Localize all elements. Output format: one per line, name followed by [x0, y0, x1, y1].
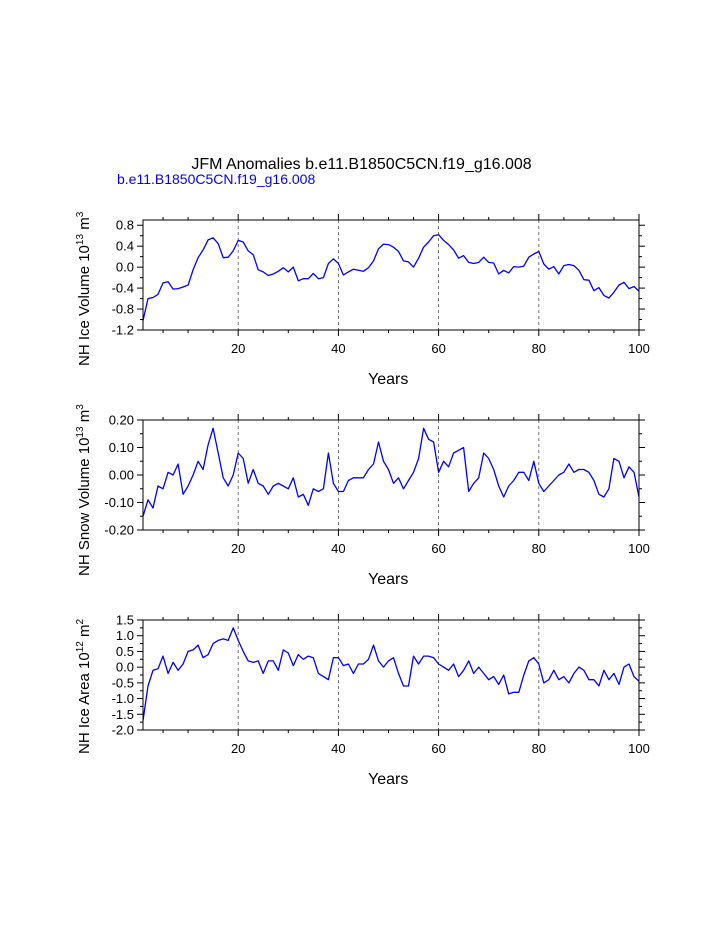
- ice-area-ytick-label: -1.5: [112, 707, 134, 722]
- xlabel-snow-volume: Years: [368, 571, 409, 588]
- ice-area-ytick-label: -1.0: [112, 691, 134, 706]
- figure-title: JFM Anomalies b.e11.B1850C5CN.f19_g16.00…: [191, 156, 532, 173]
- ice-area-ytick-label: -2.0: [112, 723, 134, 738]
- ice-area-ytick-label: -0.5: [112, 675, 134, 690]
- ice-volume-plot-frame: [142, 219, 640, 331]
- snow-volume-ytick-label: 0.20: [109, 413, 134, 428]
- ice-area-ytick-label: 0.0: [116, 660, 134, 675]
- snow-volume-xtick-label: 60: [431, 541, 445, 556]
- ice-volume-ytick-label: 0.4: [116, 239, 134, 254]
- ice-volume-ytick-label: -1.2: [112, 323, 134, 338]
- ice-area-xtick-label: 100: [628, 741, 650, 756]
- ice-area-xtick-label: 60: [431, 741, 445, 756]
- ice-volume-xtick-label: 20: [231, 341, 245, 356]
- ice-area-xtick-label: 20: [231, 741, 245, 756]
- ice-area-series-line: [142, 627, 640, 721]
- ice-area-ytick-label: 0.5: [116, 644, 134, 659]
- ice-volume-series-line: [142, 234, 640, 321]
- ice-area-xtick-label: 80: [532, 741, 546, 756]
- ylabel-ice-volume: NH Ice Volume 1013 m3: [75, 211, 93, 366]
- ice-area-plot-frame: [142, 619, 640, 731]
- ice-volume-ytick-label: 0.8: [116, 218, 134, 233]
- ice-volume-xtick-label: 40: [331, 341, 345, 356]
- ice-area-ytick-label: 1.0: [116, 628, 134, 643]
- snow-volume-ytick-label: -0.10: [104, 495, 134, 510]
- snow-volume-xtick-label: 40: [331, 541, 345, 556]
- ice-volume-xtick-label: 60: [431, 341, 445, 356]
- ice-volume-xtick-label: 80: [532, 341, 546, 356]
- snow-volume-xtick-label: 100: [628, 541, 650, 556]
- series-subtitle: b.e11.B1850C5CN.f19_g16.008: [117, 171, 316, 187]
- snow-volume-xtick-label: 80: [532, 541, 546, 556]
- ice-volume-xtick-label: 100: [628, 341, 650, 356]
- ylabel-snow-volume: NH Snow Volume 1013 m3: [75, 404, 93, 576]
- ice-area-xtick-label: 40: [331, 741, 345, 756]
- snow-volume-series-line: [142, 427, 640, 517]
- snow-volume-ytick-label: 0.00: [109, 468, 134, 483]
- ice-volume-ytick-label: -0.4: [112, 281, 134, 296]
- snow-volume-ytick-label: -0.20: [104, 523, 134, 538]
- snow-volume-ytick-label: 0.10: [109, 440, 134, 455]
- ice-volume-ytick-label: 0.0: [116, 260, 134, 275]
- ylabel-ice-area: NH Ice Area 1012 m2: [75, 618, 93, 754]
- ice-area-ytick-label: 1.5: [116, 613, 134, 628]
- snow-volume-xtick-label: 20: [231, 541, 245, 556]
- xlabel-ice-volume: Years: [368, 371, 409, 388]
- xlabel-ice-area: Years: [368, 771, 409, 788]
- ice-volume-ytick-label: -0.8: [112, 302, 134, 317]
